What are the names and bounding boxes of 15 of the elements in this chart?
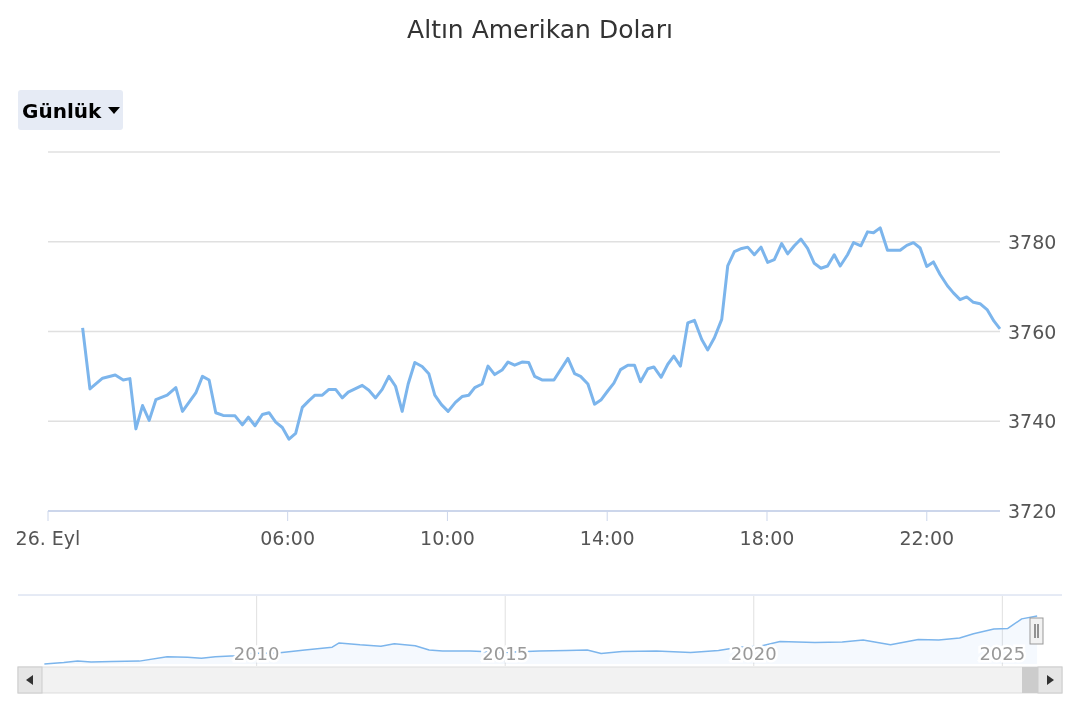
x-tick-label: 2025 [979, 643, 1026, 664]
x-tick-label: 26. Eyl [15, 527, 81, 549]
y-tick-label: 3780 [1008, 230, 1057, 253]
dropdown-button: Günlük [18, 90, 123, 130]
line-series [81, 226, 1002, 441]
chart-title: Altın Amerikan Doları [407, 15, 673, 44]
y-tick-label: 3760 [1008, 320, 1057, 343]
x-tick-label: 22:00 [899, 527, 955, 549]
x-tick-label: 06:00 [260, 527, 316, 549]
y-tick-label: 3740 [1008, 410, 1057, 433]
x-tick-label: 18:00 [739, 527, 795, 549]
x-tick-label: 14:00 [579, 527, 635, 549]
x-tick-label: 2020 [730, 643, 777, 664]
y-tick-label: 3720 [1008, 500, 1057, 522]
x-tick-label: 10:00 [420, 527, 475, 549]
